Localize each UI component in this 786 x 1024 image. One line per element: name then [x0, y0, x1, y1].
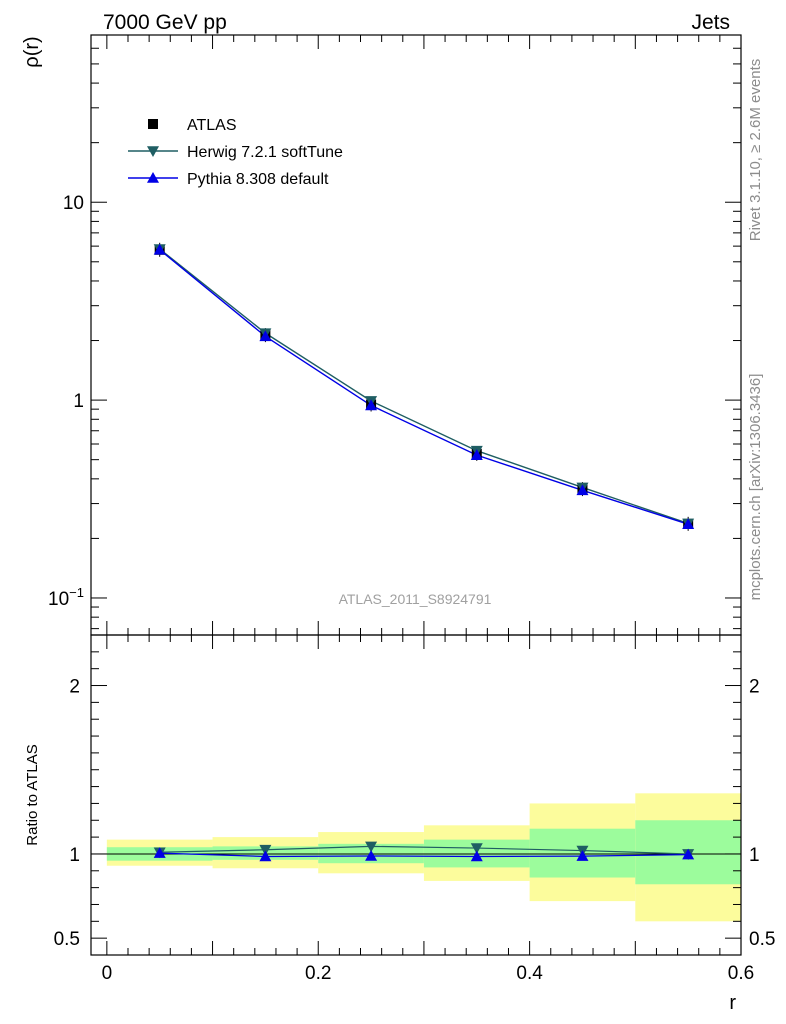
herwig-ratio-point: [365, 841, 378, 853]
ratio-plot-frame: [90, 634, 742, 956]
rivet-label: Rivet 3.1.10, ≥ 2.6M events: [747, 59, 764, 242]
ratio-y-tick-label: 1: [69, 845, 80, 866]
main-y-axis-label: ρ(r): [21, 36, 43, 67]
ratio-uncertainty-bands: [91, 793, 741, 922]
pythia-main-point: [682, 518, 695, 529]
analysis-watermark: ATLAS_2011_S8924791: [339, 591, 492, 607]
pythia-main-point: [470, 449, 483, 460]
pythia-ratio-point: [682, 848, 695, 860]
ratio-y-tick-label: 0.5: [54, 929, 80, 950]
pythia-ratio-point: [153, 847, 166, 858]
pythia-ratio-point: [470, 850, 483, 862]
legend: ATLAS Herwig 7.2.1 softTune Pythia 8.308 d…: [128, 117, 343, 188]
legend-label: ATLAS: [187, 117, 237, 134]
legend-marker: [147, 146, 159, 157]
ratio-y-axis-label: Ratio to ATLAS: [24, 744, 41, 845]
header-right-title: Jets: [691, 11, 730, 34]
pythia-ratio-point: [576, 850, 589, 861]
ticks: [91, 34, 742, 956]
ratio-y-tick-label-right: 0.5: [749, 929, 775, 950]
pythia-main-point: [576, 484, 589, 496]
pythia-main-point: [153, 243, 166, 255]
mcplots-label: mcplots.cern.ch [arXiv:1306.3436]: [747, 374, 764, 601]
legend-marker: [147, 172, 159, 183]
pythia-main-point: [365, 399, 378, 411]
pythia-main-point: [259, 330, 272, 342]
legend-label: Herwig 7.2.1 softTune: [187, 144, 343, 161]
ratio-y-tick-label-right: 1: [749, 845, 760, 866]
x-tick-label: 0: [102, 963, 113, 984]
main-y-tick-label: 1: [73, 391, 84, 412]
pythia-ratio-point: [365, 849, 378, 861]
legend-marker: [148, 119, 158, 129]
data-marks: [153, 242, 695, 862]
x-tick-label: 0.6: [728, 963, 754, 984]
x-axis-label: r: [729, 992, 736, 1014]
pythia-ratio-line: [159, 852, 689, 858]
pythia-main-line: [159, 249, 689, 525]
x-tick-label: 0.2: [305, 963, 331, 984]
x-tick-label: 0.4: [516, 963, 543, 984]
main-y-tick-label: 10−1: [48, 585, 84, 610]
herwig-ratio-point: [470, 843, 483, 855]
header-left-title: 7000 GeV pp: [103, 11, 227, 34]
herwig-ratio-line: [159, 845, 689, 855]
main-y-tick-label: 10: [63, 193, 84, 214]
tick-labels: 10−1 1 10 0.5 0.5 1 1 2 2 0 0.2 0.4 0.6: [48, 193, 775, 984]
legend-label: Pythia 8.308 default: [187, 171, 329, 188]
pythia-ratio-point: [259, 850, 272, 862]
ratio-y-tick-label-right: 2: [749, 677, 760, 698]
herwig-main-line: [159, 248, 689, 525]
herwig-ratio-point: [259, 844, 272, 856]
ratio-y-tick-label: 2: [69, 677, 80, 698]
